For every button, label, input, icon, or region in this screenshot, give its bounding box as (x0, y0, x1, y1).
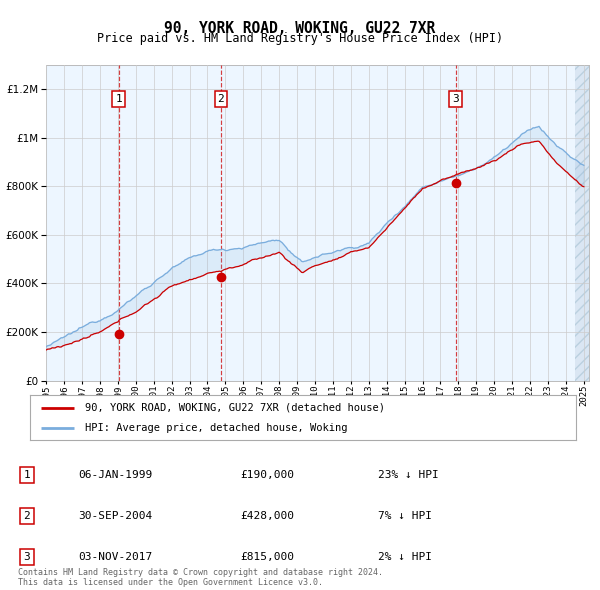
Text: 30-SEP-2004: 30-SEP-2004 (78, 511, 152, 521)
Text: 3: 3 (452, 94, 459, 104)
Text: This data is licensed under the Open Government Licence v3.0.: This data is licensed under the Open Gov… (18, 578, 323, 587)
Text: 1: 1 (23, 470, 31, 480)
Text: 03-NOV-2017: 03-NOV-2017 (78, 552, 152, 562)
Text: Contains HM Land Registry data © Crown copyright and database right 2024.: Contains HM Land Registry data © Crown c… (18, 568, 383, 577)
Bar (575, 65, 598, 381)
Text: 2: 2 (218, 94, 224, 104)
Text: 2% ↓ HPI: 2% ↓ HPI (378, 552, 432, 562)
Text: 23% ↓ HPI: 23% ↓ HPI (378, 470, 439, 480)
Bar (575, 41, 600, 381)
Text: 3: 3 (23, 552, 31, 562)
Text: 06-JAN-1999: 06-JAN-1999 (78, 470, 152, 480)
Bar (46, 65, 589, 381)
Text: £428,000: £428,000 (240, 511, 294, 521)
Text: 2: 2 (23, 511, 31, 521)
Text: 1: 1 (115, 94, 122, 104)
Text: £190,000: £190,000 (240, 470, 294, 480)
Text: Price paid vs. HM Land Registry's House Price Index (HPI): Price paid vs. HM Land Registry's House … (97, 32, 503, 45)
Text: HPI: Average price, detached house, Woking: HPI: Average price, detached house, Woki… (85, 424, 347, 434)
Text: £815,000: £815,000 (240, 552, 294, 562)
Text: 90, YORK ROAD, WOKING, GU22 7XR (detached house): 90, YORK ROAD, WOKING, GU22 7XR (detache… (85, 403, 385, 412)
Text: 7% ↓ HPI: 7% ↓ HPI (378, 511, 432, 521)
Text: 90, YORK ROAD, WOKING, GU22 7XR: 90, YORK ROAD, WOKING, GU22 7XR (164, 21, 436, 35)
